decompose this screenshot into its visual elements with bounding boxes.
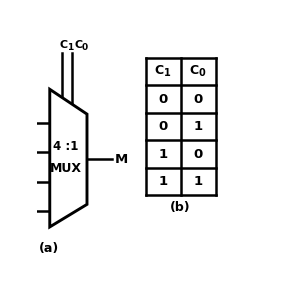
- Text: 0: 0: [81, 42, 88, 52]
- Text: C: C: [154, 64, 163, 77]
- Text: 0: 0: [159, 120, 168, 133]
- Text: M: M: [115, 153, 128, 166]
- Text: 4 :1: 4 :1: [53, 140, 79, 153]
- Text: C: C: [74, 40, 82, 50]
- Text: 0: 0: [193, 93, 203, 105]
- Text: 1: 1: [159, 175, 168, 188]
- Polygon shape: [50, 89, 87, 227]
- Text: MUX: MUX: [50, 162, 82, 175]
- Text: 1: 1: [194, 175, 203, 188]
- Text: 0: 0: [193, 148, 203, 161]
- Text: 1: 1: [194, 120, 203, 133]
- Text: 0: 0: [159, 93, 168, 105]
- Text: C: C: [59, 40, 68, 50]
- Text: 1: 1: [159, 148, 168, 161]
- Text: (b): (b): [170, 201, 191, 214]
- Text: C: C: [190, 64, 199, 77]
- Text: 0: 0: [199, 68, 206, 78]
- Text: (a): (a): [38, 242, 59, 255]
- Text: 1: 1: [164, 68, 171, 78]
- Text: 1: 1: [67, 42, 73, 52]
